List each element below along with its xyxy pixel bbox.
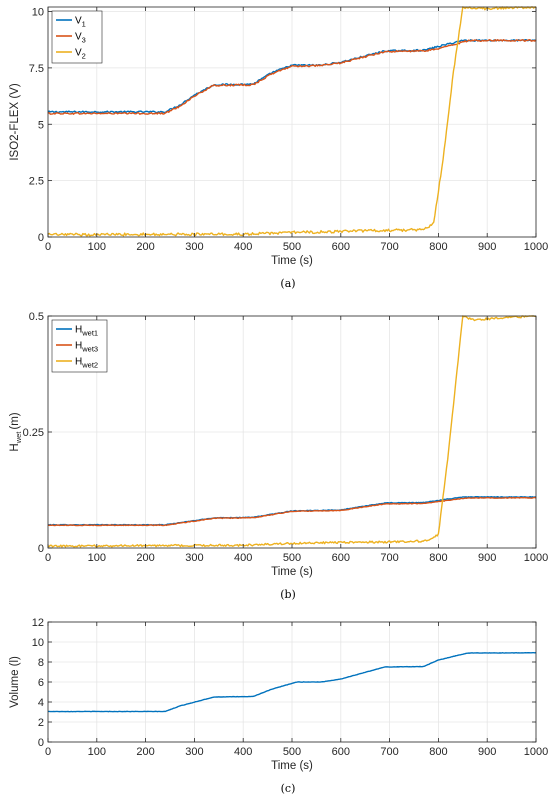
y-tick-label: 2.5 [29,176,44,188]
x-tick-label: 0 [45,241,51,253]
x-tick-label: 800 [429,552,447,564]
panel-a: 0 100 200 300 400 500 600 700 800 900 1000 0 2.5 5 7.5… [9,6,548,290]
y-tick-label: 4 [38,697,44,709]
x-tick-label: 200 [136,552,154,564]
x-axis-label: Time (s) [271,566,313,578]
panel-c: 0 100 200 300 400 500 600 700 800 900 1000 0 2 4 6 8 10 1… [9,617,548,795]
panel-caption: (a) [280,277,295,290]
legend-label-main: H [75,341,82,352]
x-tick-label: 300 [185,746,203,758]
legend-label-main: H [75,325,82,336]
x-tick-label: 800 [429,241,447,253]
x-tick-label: 200 [136,746,154,758]
y-tick-label: 0.5 [29,311,44,323]
x-tick-label: 700 [380,746,398,758]
x-tick-label: 400 [234,552,252,564]
legend-label: V1 [75,16,86,29]
y-axis-label-main: Volume (l) [9,656,21,708]
legend-label-sub: 2 [82,52,86,61]
y-axis-label: Volume (l) [9,656,21,708]
x-tick-label: 500 [283,746,301,758]
y-axis-label-main: ISO2-FLEX (V) [9,83,21,160]
legend-label-sub: wet2 [81,361,98,370]
legend-label-main: H [75,357,82,368]
x-tick-label: 300 [185,241,203,253]
y-tick-label: 7.5 [29,63,44,75]
legend-label: V2 [75,48,86,61]
legend-label: Hwet2 [75,357,98,370]
legend-label-main: V [75,32,82,43]
y-tick-label: 0.25 [23,427,44,439]
y-tick-label: 0 [38,543,44,555]
y-axis-label-sub: wet [14,431,23,445]
panel-caption: (c) [281,782,296,795]
legend-label-sub: 3 [82,36,86,45]
series-group [47,651,537,713]
x-tick-label: 200 [136,241,154,253]
legend-label: V3 [75,32,86,45]
y-axis-label: Hwet (m) [9,412,23,451]
x-tick-label: 100 [88,746,106,758]
series-line-1 [47,38,537,114]
x-tick-label: 700 [380,552,398,564]
legend-label-sub: wet3 [81,345,98,354]
panel-b: 0 100 200 300 400 500 600 700 800 900 1000 0 0.25 0.5… [9,311,548,601]
series-line-wet3 [47,496,537,527]
y-axis-label-main: H [9,443,21,451]
y-tick-label: 10 [32,637,44,649]
series-line-3 [47,38,537,115]
x-tick-label: 1000 [524,241,548,253]
x-tick-label: 600 [332,746,350,758]
x-tick-label: 900 [478,746,496,758]
x-axis-label: Time (s) [271,255,313,267]
series-group [47,6,537,237]
panel-caption: (b) [280,588,296,601]
x-tick-label: 900 [478,552,496,564]
x-tick-label: 400 [234,746,252,758]
legend-label-main: V [75,16,82,27]
x-tick-label: 400 [234,241,252,253]
y-axis-label: ISO2-FLEX (V) [9,83,21,160]
x-tick-label: 900 [478,241,496,253]
x-tick-label: 100 [88,552,106,564]
x-tick-label: 800 [429,746,447,758]
x-tick-label: 1000 [524,552,548,564]
x-tick-label: 600 [332,552,350,564]
y-tick-label: 5 [38,119,44,131]
y-tick-label: 6 [38,677,44,689]
series-line-wet2 [47,315,537,548]
y-axis-label-unit: (m) [9,412,21,429]
y-tick-label: 2 [38,717,44,729]
series-group [47,315,537,548]
x-tick-label: 0 [45,552,51,564]
y-tick-label: 10 [32,7,44,19]
legend-label-main: V [75,48,82,59]
x-tick-label: 1000 [524,746,548,758]
x-tick-label: 700 [380,241,398,253]
y-tick-label: 0 [38,232,44,244]
y-tick-label: 12 [32,617,44,629]
legend-label: Hwet3 [75,341,98,354]
x-tick-label: 0 [45,746,51,758]
y-tick-label: 8 [38,657,44,669]
series-line-s0 [47,651,537,713]
x-tick-label: 500 [283,241,301,253]
x-tick-label: 600 [332,241,350,253]
x-tick-label: 300 [185,552,203,564]
legend-label-sub: wet1 [81,329,98,338]
legend-label-sub: 1 [82,20,86,29]
legend-label: Hwet1 [75,325,98,338]
x-tick-label: 500 [283,552,301,564]
x-axis-label: Time (s) [271,760,313,772]
series-line-2 [47,6,537,237]
y-tick-label: 0 [38,737,44,749]
x-tick-label: 100 [88,241,106,253]
